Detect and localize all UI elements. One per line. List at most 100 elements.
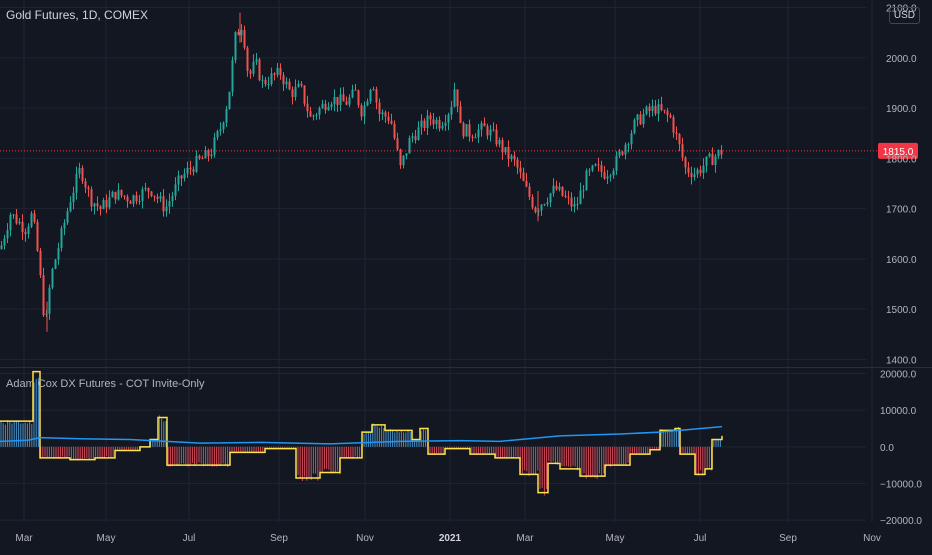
candle-body (171, 195, 174, 202)
candle-body (408, 138, 411, 154)
candle-body (657, 104, 660, 114)
candle-body (468, 124, 471, 137)
candle-body (357, 90, 360, 106)
candle-body (543, 204, 546, 206)
candle-body (69, 202, 72, 212)
last-price-label: 1815.0 (883, 147, 914, 158)
candle-body (144, 187, 147, 190)
candle-body (597, 164, 600, 166)
time-tick-label: Nov (863, 533, 881, 544)
candle-body (105, 200, 108, 208)
candle-body (675, 132, 678, 135)
candle-body (702, 165, 705, 174)
candle-body (495, 129, 498, 145)
candle-body (306, 103, 309, 112)
candle-body (624, 144, 627, 155)
candle-body (210, 154, 213, 157)
candle-body (111, 191, 114, 198)
candle-body (687, 167, 690, 173)
time-tick-label: 2021 (439, 533, 462, 544)
time-tick-label: Sep (270, 533, 288, 544)
candle-body (33, 213, 36, 222)
candle-body (270, 73, 273, 84)
candle-body (15, 214, 18, 224)
candle-body (180, 175, 183, 179)
candle-body (639, 114, 642, 125)
price-tick-label: 1900.0 (886, 104, 917, 115)
candle-body (327, 107, 330, 111)
candle-body (150, 191, 153, 196)
last-price-line: 1815.0 (0, 142, 918, 159)
candle-body (381, 112, 384, 115)
candle-body (30, 213, 33, 227)
candle-body (636, 114, 639, 120)
candle-body (420, 120, 423, 128)
candle-body (141, 189, 144, 201)
candle-body (660, 104, 663, 110)
candle-body (126, 196, 129, 202)
time-tick-label: Sep (779, 533, 797, 544)
price-tick-label: 1600.0 (886, 255, 917, 266)
candle-body (633, 119, 636, 134)
candle-body (195, 155, 198, 172)
candle-body (651, 105, 654, 111)
candle-body (558, 186, 561, 190)
candle-body (189, 167, 192, 170)
candle-body (165, 206, 168, 212)
time-tick-label: Mar (15, 533, 33, 544)
symbol-title[interactable]: Gold Futures, 1D, COMEX (6, 8, 149, 22)
candle-body (672, 117, 675, 133)
candle-body (441, 125, 444, 129)
candle-body (234, 32, 237, 61)
candle-body (510, 155, 513, 159)
candle-body (714, 156, 717, 165)
candle-body (261, 79, 264, 81)
candle-body (519, 167, 522, 173)
candle-body (93, 203, 96, 207)
candle-body (666, 110, 669, 116)
candle-body (393, 123, 396, 139)
candle-body (570, 197, 573, 207)
candle-body (534, 207, 537, 213)
time-tick-label: May (606, 533, 625, 544)
candle-body (162, 196, 165, 212)
candle-body (240, 30, 243, 36)
time-axis: Mar May Jul Sep Nov 2021 Mar May Jul Sep Nov (15, 533, 881, 544)
time-tick-label: Nov (356, 533, 374, 544)
candle-body (606, 176, 609, 179)
candle-body (531, 197, 534, 208)
candle-body (9, 214, 12, 231)
candle-body (51, 268, 54, 288)
candle-body (27, 226, 30, 235)
candle-body (348, 97, 351, 105)
candle-body (612, 170, 615, 176)
candle-body (690, 172, 693, 178)
candle-body (336, 96, 339, 106)
candle-body (498, 140, 501, 145)
candle-body (102, 200, 105, 210)
candle-body (315, 114, 318, 116)
candle-body (363, 105, 366, 117)
candle-body (0, 245, 3, 249)
price-tick-label: 2000.0 (886, 54, 917, 65)
chart-grid (0, 0, 873, 522)
candle-body (48, 287, 51, 314)
currency-badge[interactable]: USD (888, 7, 920, 24)
price-axis: 1400.0 1500.0 1600.0 1700.0 1800.0 1900.0 2000… (886, 4, 917, 367)
candle-body (717, 150, 720, 157)
candle-body (387, 116, 390, 121)
candle-body (699, 169, 702, 174)
candle-body (57, 248, 60, 260)
candle-body (87, 187, 90, 190)
candle-body (576, 204, 579, 206)
candle-body (513, 155, 516, 160)
candle-body (228, 91, 231, 110)
candle-body (321, 103, 324, 109)
candle-body (117, 189, 120, 200)
candle-body (582, 190, 585, 192)
candle-body (114, 191, 117, 200)
indicator-title[interactable]: Adam Cox DX Futures - COT Invite-Only (6, 378, 205, 390)
candle-body (480, 123, 483, 130)
